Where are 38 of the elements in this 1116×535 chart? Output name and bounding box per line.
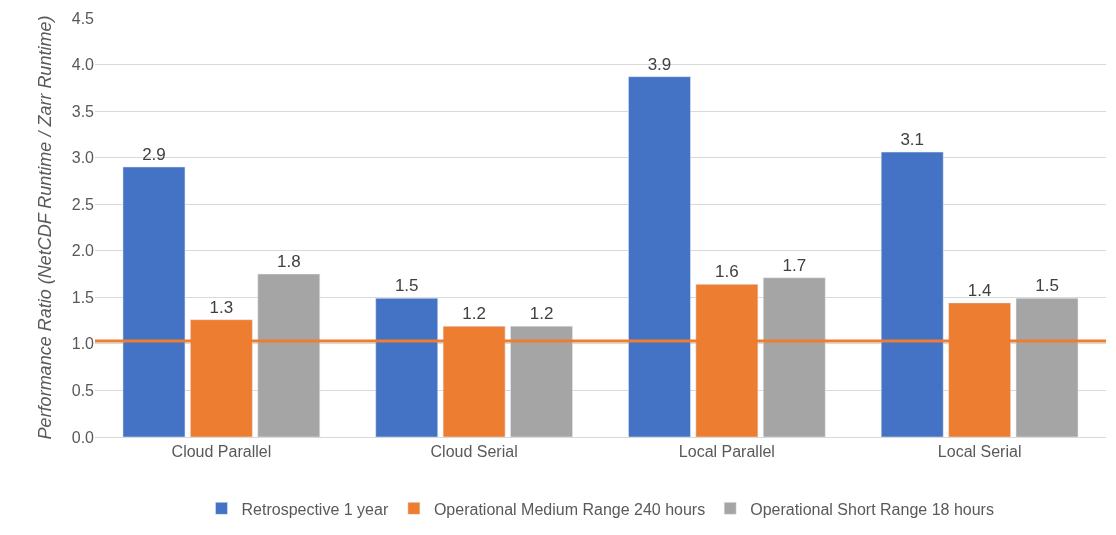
legend-label: Operational Short Range 18 hours — [750, 500, 994, 518]
y-tick-label: 4.0 — [71, 56, 95, 74]
data-label: 1.5 — [1035, 276, 1059, 296]
bar — [122, 166, 186, 437]
y-tick-label: 0.0 — [71, 428, 95, 446]
data-label: 1.2 — [529, 304, 554, 324]
legend-label: Retrospective 1 year — [241, 500, 389, 518]
data-label: 3.1 — [900, 130, 925, 150]
data-label: 1.6 — [715, 262, 739, 282]
bar — [375, 298, 438, 437]
y-tick-label: 3.5 — [71, 102, 95, 120]
data-label: 2.9 — [142, 144, 166, 164]
x-tick-label: Cloud Serial — [430, 443, 518, 461]
y-tick-label: 0.5 — [71, 382, 95, 400]
bar — [510, 325, 573, 437]
y-tick-label: 3.0 — [71, 149, 95, 167]
legend-label: Operational Medium Range 240 hours — [433, 500, 706, 518]
bar — [257, 273, 321, 437]
y-tick-label: 1.5 — [71, 288, 95, 306]
y-tick-label: 2.0 — [71, 242, 95, 260]
data-label: 1.4 — [967, 280, 992, 300]
bar — [880, 151, 944, 437]
y-tick-label: 4.5 — [71, 9, 95, 27]
data-label: 3.9 — [647, 54, 672, 74]
data-label: 1.8 — [276, 252, 301, 272]
bar — [763, 277, 826, 437]
data-label: 1.5 — [394, 276, 419, 296]
bar — [1015, 298, 1079, 437]
y-axis-title: Performance Ratio (NetCDF Runtime / Zarr Runtime) — [34, 15, 55, 440]
x-tick-label: Cloud Parallel — [171, 443, 272, 461]
y-tick-label: 2.5 — [71, 195, 95, 213]
x-tick-label: Local Parallel — [678, 443, 775, 461]
data-label: 1.3 — [209, 297, 234, 317]
data-label: 1.2 — [462, 304, 486, 324]
x-tick-label: Local Serial — [937, 443, 1022, 461]
y-tick-label: 1.0 — [71, 335, 95, 353]
data-label: 1.7 — [782, 255, 807, 275]
bar — [628, 76, 691, 437]
